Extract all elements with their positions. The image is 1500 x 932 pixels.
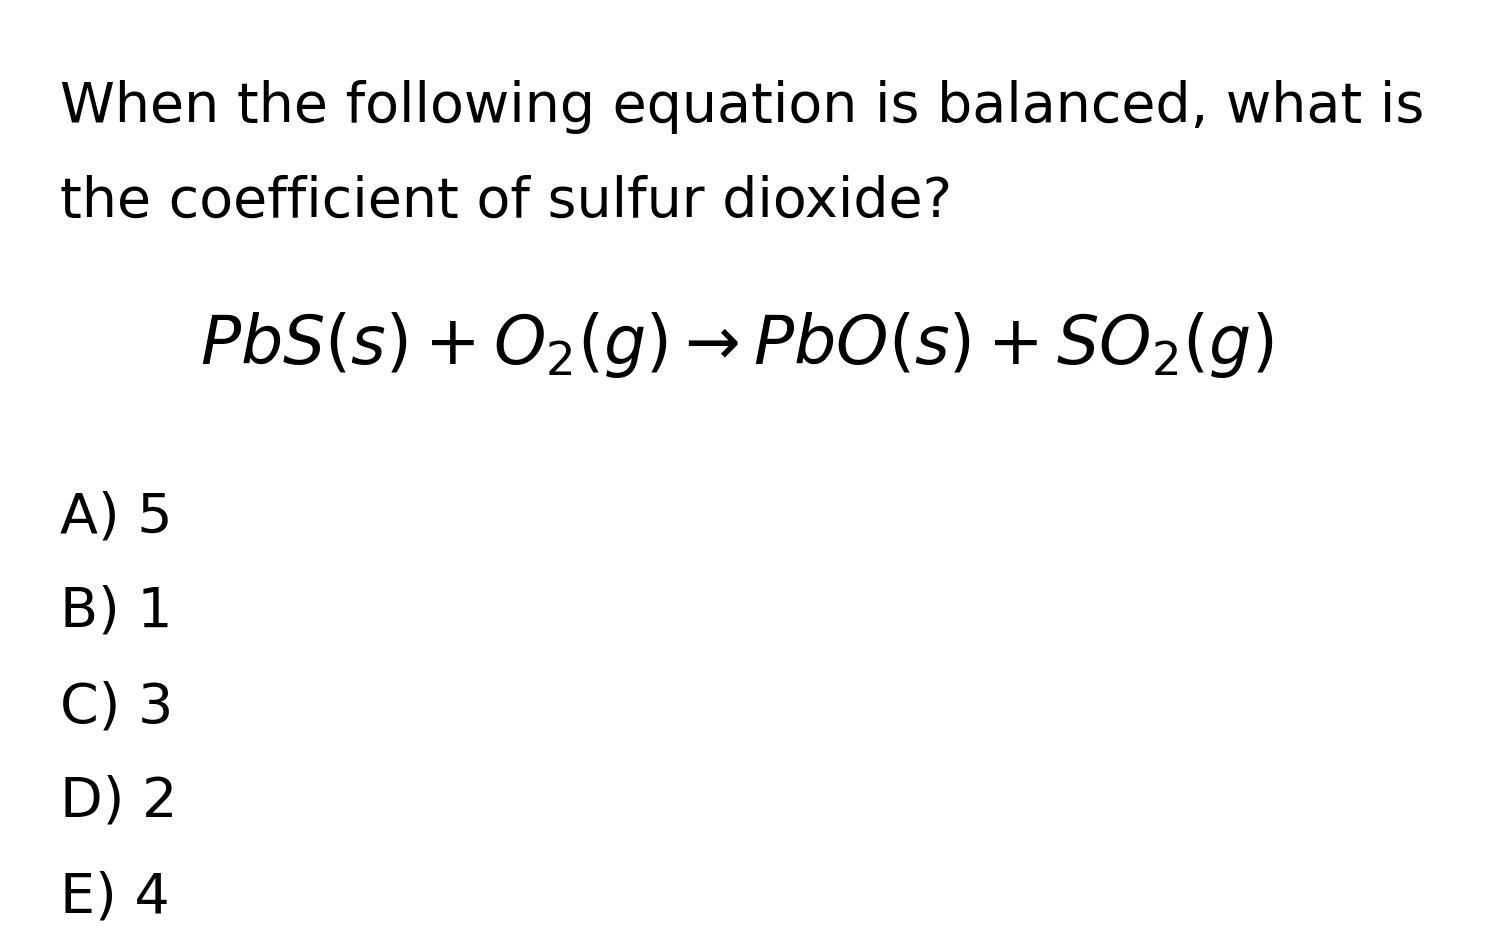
Text: C) 3: C) 3 — [60, 680, 174, 734]
Text: D) 2: D) 2 — [60, 775, 177, 829]
Text: When the following equation is balanced, what is: When the following equation is balanced,… — [60, 80, 1425, 134]
Text: B) 1: B) 1 — [60, 585, 172, 639]
Text: the coefficient of sulfur dioxide?: the coefficient of sulfur dioxide? — [60, 175, 952, 229]
Text: E) 4: E) 4 — [60, 870, 170, 924]
Text: A) 5: A) 5 — [60, 490, 172, 544]
Text: $PbS(s) + O_2(g) \rightarrow PbO(s) + SO_2(g)$: $PbS(s) + O_2(g) \rightarrow PbO(s) + SO… — [200, 310, 1274, 380]
